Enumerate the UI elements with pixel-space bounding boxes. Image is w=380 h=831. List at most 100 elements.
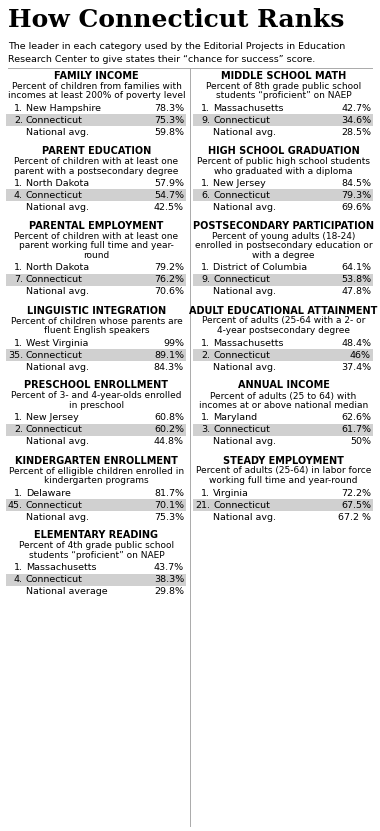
Bar xyxy=(6,114,186,126)
Bar xyxy=(193,114,373,126)
Text: 43.7%: 43.7% xyxy=(154,563,184,573)
Text: Connecticut: Connecticut xyxy=(213,276,270,284)
Bar xyxy=(6,424,186,435)
Text: Percent of children from families with: Percent of children from families with xyxy=(11,82,181,91)
Text: with a degree: with a degree xyxy=(252,251,315,260)
Text: 2.: 2. xyxy=(14,116,23,125)
Text: 57.9%: 57.9% xyxy=(154,179,184,188)
Text: 1.: 1. xyxy=(201,414,210,422)
Text: students “proficient” on NAEP: students “proficient” on NAEP xyxy=(28,551,164,560)
Text: 79.2%: 79.2% xyxy=(154,263,184,273)
Text: Percent of adults (25-64 with a 2- or: Percent of adults (25-64 with a 2- or xyxy=(202,317,365,326)
Text: Virginia: Virginia xyxy=(213,489,249,498)
Text: 78.3%: 78.3% xyxy=(154,104,184,113)
Text: National avg.: National avg. xyxy=(213,437,276,446)
Text: 1.: 1. xyxy=(14,104,23,113)
Text: 9.: 9. xyxy=(201,116,210,125)
Text: KINDERGARTEN ENROLLMENT: KINDERGARTEN ENROLLMENT xyxy=(15,455,178,465)
Text: How Connecticut Ranks: How Connecticut Ranks xyxy=(8,8,344,32)
Text: ANNUAL INCOME: ANNUAL INCOME xyxy=(238,381,329,391)
Text: 53.8%: 53.8% xyxy=(341,276,371,284)
Text: PRESCHOOL ENROLLMENT: PRESCHOOL ENROLLMENT xyxy=(24,381,168,391)
Text: 45.: 45. xyxy=(8,500,23,509)
Text: students “proficient” on NAEP: students “proficient” on NAEP xyxy=(216,91,352,101)
Text: Delaware: Delaware xyxy=(26,489,71,498)
Text: Connecticut: Connecticut xyxy=(213,116,270,125)
Text: FAMILY INCOME: FAMILY INCOME xyxy=(54,71,139,81)
Text: ELEMENTARY READING: ELEMENTARY READING xyxy=(35,530,158,540)
Text: Connecticut: Connecticut xyxy=(213,191,270,200)
Text: Percent of adults (25-64) in labor force: Percent of adults (25-64) in labor force xyxy=(196,466,371,475)
Bar xyxy=(193,348,373,361)
Text: 84.5%: 84.5% xyxy=(341,179,371,188)
Text: 62.6%: 62.6% xyxy=(341,414,371,422)
Text: 50%: 50% xyxy=(350,437,371,446)
Bar xyxy=(6,348,186,361)
Text: Connecticut: Connecticut xyxy=(26,276,83,284)
Text: kindergarten programs: kindergarten programs xyxy=(44,476,149,485)
Text: ADULT EDUCATIONAL ATTAINMENT: ADULT EDUCATIONAL ATTAINMENT xyxy=(189,306,378,316)
Text: 4.: 4. xyxy=(14,576,23,584)
Text: 46%: 46% xyxy=(350,351,371,360)
Text: 4-year postsecondary degree: 4-year postsecondary degree xyxy=(217,326,350,335)
Text: 35.: 35. xyxy=(8,351,23,360)
Text: Connecticut: Connecticut xyxy=(26,351,83,360)
Text: National average: National average xyxy=(26,588,108,597)
Text: 1.: 1. xyxy=(201,263,210,273)
Text: 61.7%: 61.7% xyxy=(341,425,371,435)
Text: National avg.: National avg. xyxy=(26,128,89,137)
Bar xyxy=(6,273,186,286)
Text: North Dakota: North Dakota xyxy=(26,179,89,188)
Text: 75.3%: 75.3% xyxy=(154,513,184,522)
Text: fluent English speakers: fluent English speakers xyxy=(44,326,149,335)
Text: 60.2%: 60.2% xyxy=(154,425,184,435)
Text: Percent of elligible children enrolled in: Percent of elligible children enrolled i… xyxy=(9,466,184,475)
Text: 70.1%: 70.1% xyxy=(154,500,184,509)
Text: Percent of children whose parents are: Percent of children whose parents are xyxy=(11,317,182,326)
Text: 1.: 1. xyxy=(14,489,23,498)
Text: National avg.: National avg. xyxy=(213,288,276,297)
Text: 2.: 2. xyxy=(201,351,210,360)
Text: 1.: 1. xyxy=(201,338,210,347)
Bar xyxy=(193,273,373,286)
Text: Percent of 3- and 4-year-olds enrolled: Percent of 3- and 4-year-olds enrolled xyxy=(11,391,182,401)
Text: 79.3%: 79.3% xyxy=(341,191,371,200)
Bar xyxy=(6,189,186,201)
Text: 70.6%: 70.6% xyxy=(154,288,184,297)
Text: 67.5%: 67.5% xyxy=(341,500,371,509)
Text: HIGH SCHOOL GRADUATION: HIGH SCHOOL GRADUATION xyxy=(207,146,359,156)
Text: 7.: 7. xyxy=(14,276,23,284)
Text: Maryland: Maryland xyxy=(213,414,257,422)
Text: 1.: 1. xyxy=(14,263,23,273)
Text: MIDDLE SCHOOL MATH: MIDDLE SCHOOL MATH xyxy=(221,71,346,81)
Text: 69.6%: 69.6% xyxy=(341,203,371,212)
Text: National avg.: National avg. xyxy=(26,362,89,371)
Text: National avg.: National avg. xyxy=(26,513,89,522)
Text: 75.3%: 75.3% xyxy=(154,116,184,125)
Text: Connecticut: Connecticut xyxy=(26,576,83,584)
Text: 81.7%: 81.7% xyxy=(154,489,184,498)
Text: working full time and year-round: working full time and year-round xyxy=(209,476,358,485)
Text: 1.: 1. xyxy=(14,338,23,347)
Text: Percent of children with at least one: Percent of children with at least one xyxy=(14,157,179,166)
Text: National avg.: National avg. xyxy=(26,203,89,212)
Bar xyxy=(193,424,373,435)
Text: enrolled in postsecondary education or: enrolled in postsecondary education or xyxy=(195,242,372,250)
Text: National avg.: National avg. xyxy=(26,437,89,446)
Text: 1.: 1. xyxy=(201,489,210,498)
Text: 59.8%: 59.8% xyxy=(154,128,184,137)
Text: round: round xyxy=(83,251,109,260)
Text: PARENTAL EMPLOYMENT: PARENTAL EMPLOYMENT xyxy=(29,221,164,231)
Text: 47.8%: 47.8% xyxy=(341,288,371,297)
Text: 67.2 %: 67.2 % xyxy=(338,513,371,522)
Text: 28.5%: 28.5% xyxy=(341,128,371,137)
Text: 1.: 1. xyxy=(14,414,23,422)
Text: POSTSECONDARY PARTICIPATION: POSTSECONDARY PARTICIPATION xyxy=(193,221,374,231)
Text: Massachusetts: Massachusetts xyxy=(26,563,97,573)
Text: Percent of 4th grade public school: Percent of 4th grade public school xyxy=(19,542,174,550)
Text: 1.: 1. xyxy=(14,563,23,573)
Text: 1.: 1. xyxy=(14,179,23,188)
Text: Percent of children with at least one: Percent of children with at least one xyxy=(14,232,179,241)
Text: Percent of public high school students: Percent of public high school students xyxy=(197,157,370,166)
Text: 48.4%: 48.4% xyxy=(341,338,371,347)
